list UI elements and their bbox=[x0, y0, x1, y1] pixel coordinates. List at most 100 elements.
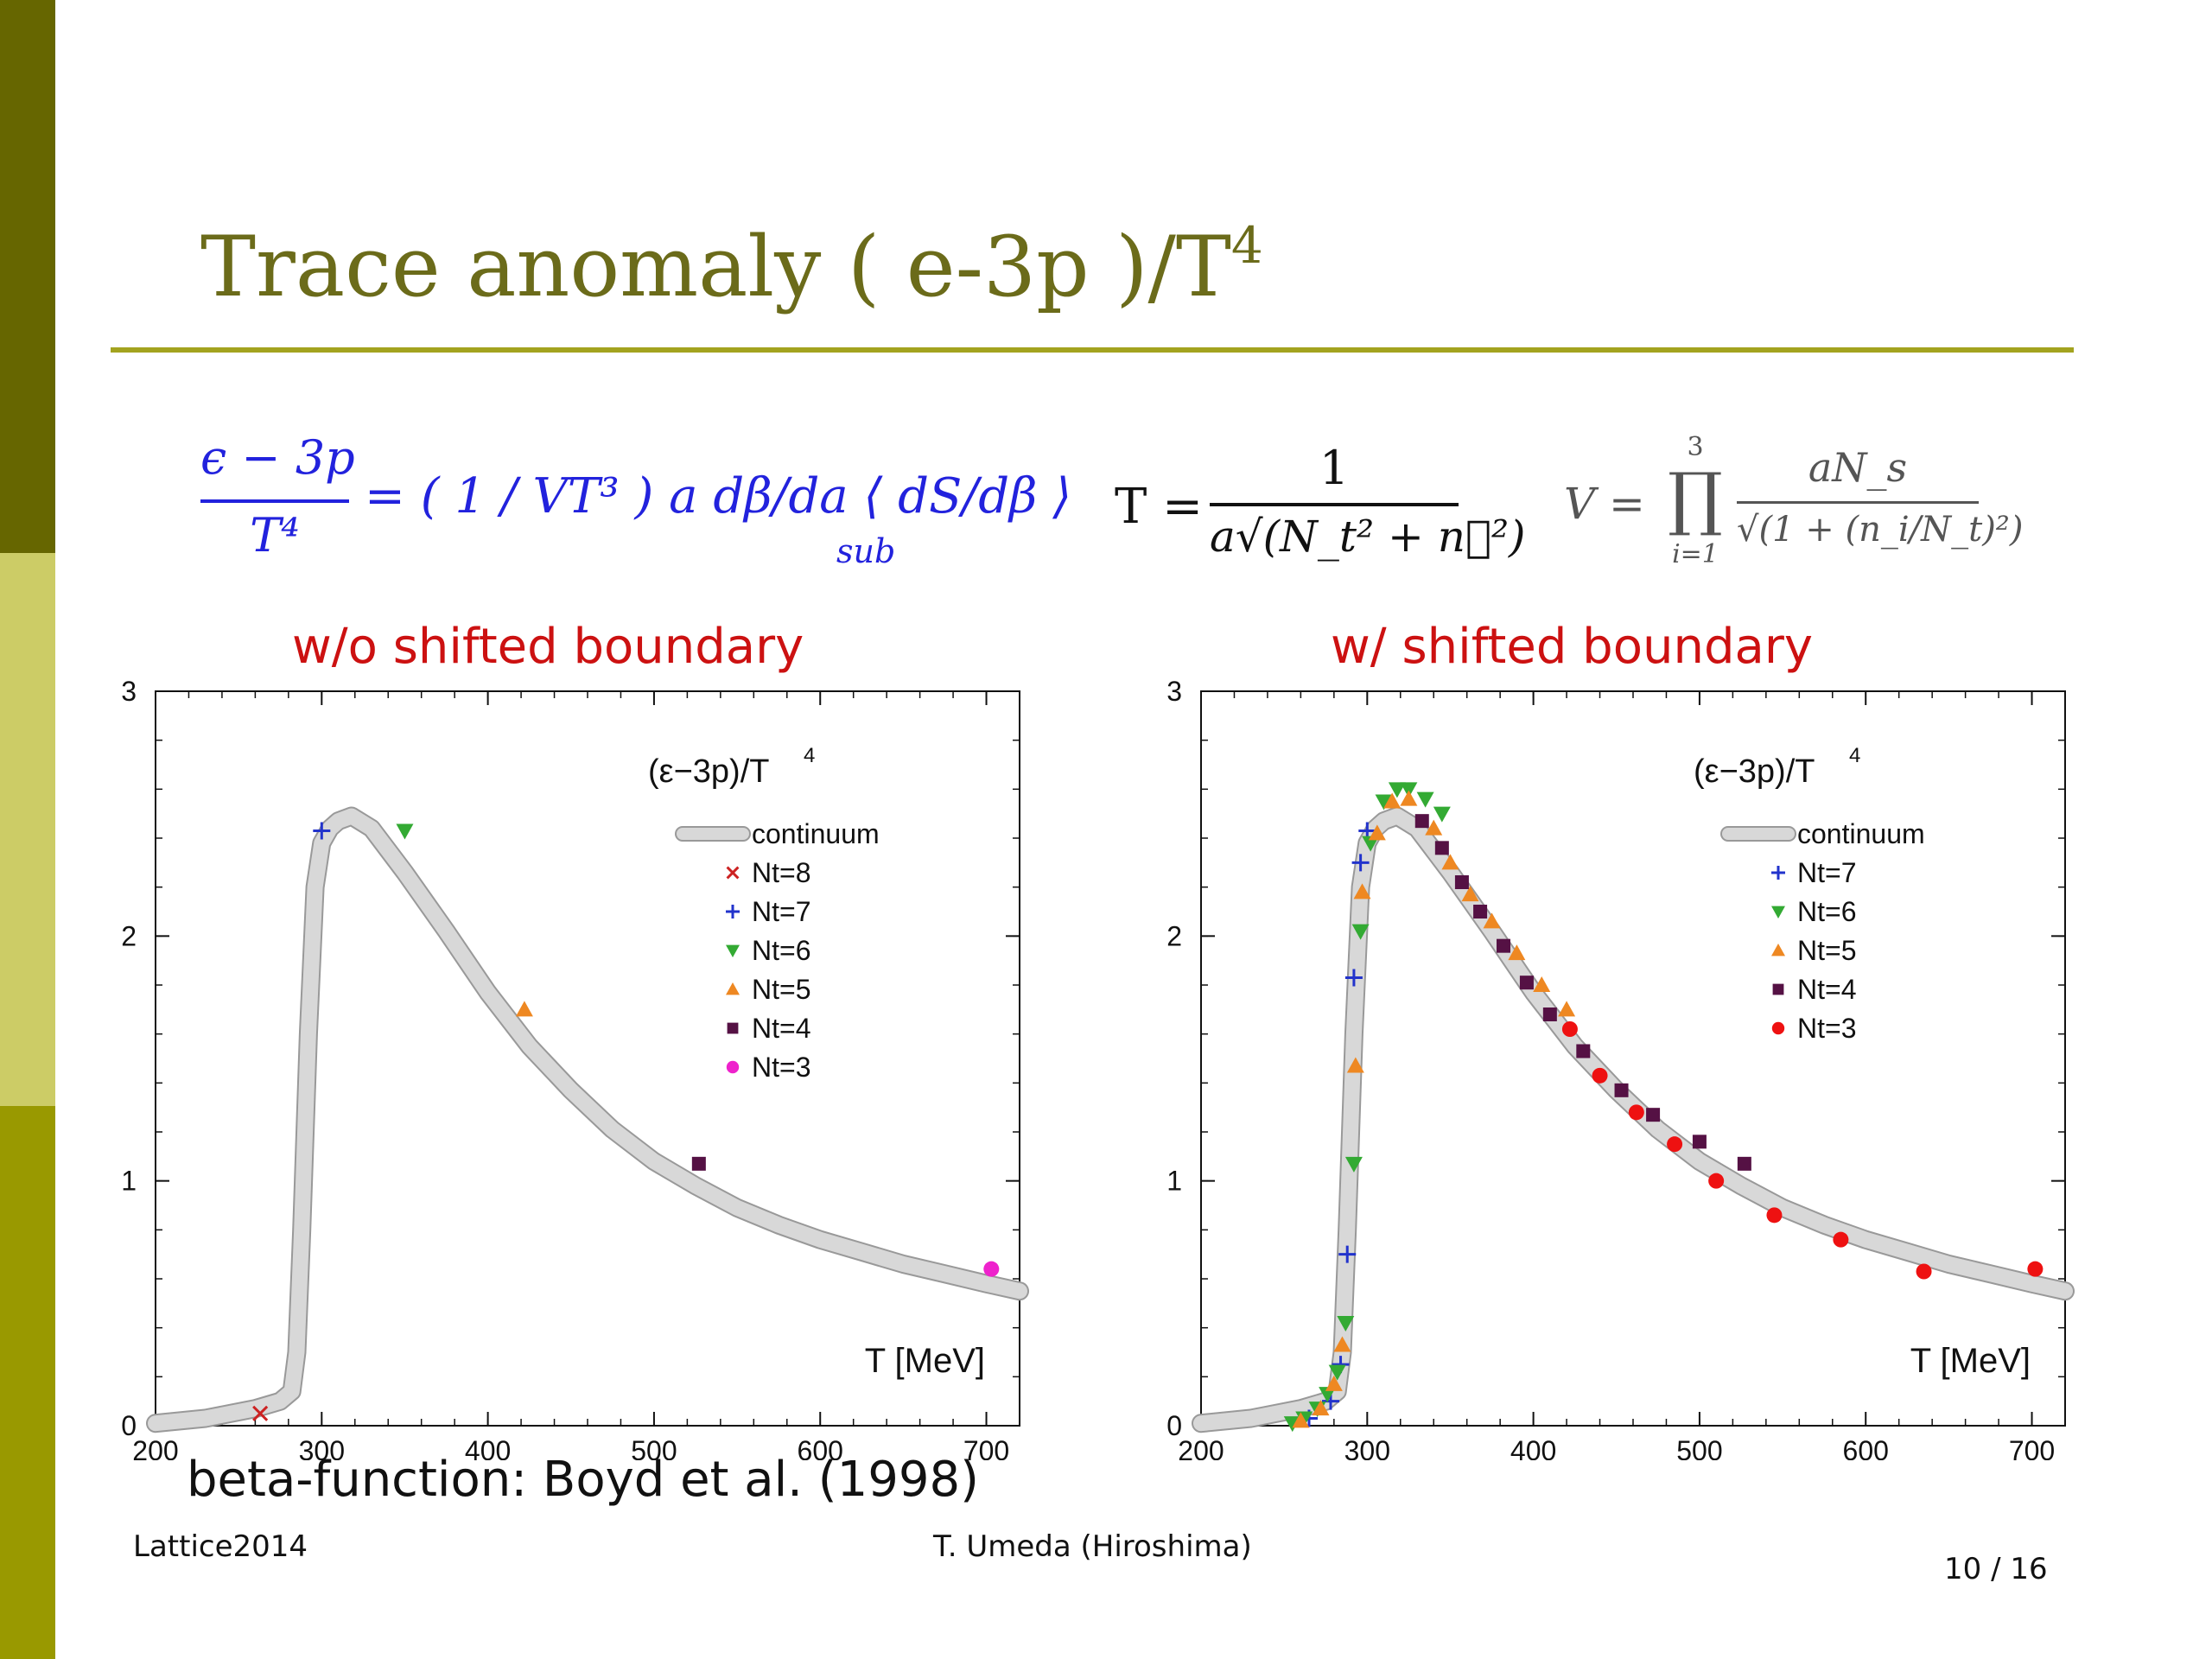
legend-marker-nt4 bbox=[1772, 983, 1784, 995]
data-point-nt6 bbox=[1337, 1316, 1355, 1332]
data-point-nt5 bbox=[1312, 1400, 1330, 1416]
inner-label-sup: 4 bbox=[804, 744, 815, 767]
data-point-nt4 bbox=[1473, 905, 1488, 918]
legend-label-nt4: Nt=4 bbox=[1797, 974, 1856, 1005]
legend-label-nt3: Nt=3 bbox=[1797, 1013, 1856, 1044]
formula1-fraction-bar bbox=[200, 499, 349, 503]
data-point-nt4 bbox=[1737, 1156, 1751, 1171]
data-point-nt5 bbox=[1461, 886, 1479, 902]
legend-marker-nt6 bbox=[1771, 906, 1785, 918]
legend-label-nt6: Nt=6 bbox=[1797, 896, 1856, 927]
formula3-lower-limit: i=1 bbox=[1672, 539, 1719, 569]
x-tick-label: 700 bbox=[963, 1435, 1009, 1460]
plot-frame bbox=[155, 690, 1020, 1427]
legend-label-nt4: Nt=4 bbox=[752, 1013, 810, 1044]
inner-label: (ε−3p)/T bbox=[1694, 753, 1815, 790]
footer-author: T. Umeda (Hiroshima) bbox=[933, 1529, 1252, 1564]
data-point-nt4 bbox=[1542, 1007, 1557, 1021]
data-point-nt4 bbox=[1576, 1044, 1591, 1058]
legend-marker-nt6 bbox=[726, 944, 740, 957]
legend-label-nt8: Nt=8 bbox=[752, 857, 810, 888]
formula3-numerator: aN_s bbox=[1808, 444, 1908, 491]
data-point-nt4 bbox=[1692, 1135, 1707, 1149]
data-point-nt4 bbox=[1646, 1108, 1661, 1122]
data-point-nt3 bbox=[1592, 1067, 1608, 1084]
y-tick-label: 3 bbox=[121, 676, 137, 707]
legend-marker-nt7 bbox=[726, 905, 740, 918]
data-point-nt7 bbox=[1338, 1245, 1357, 1263]
data-point-nt4 bbox=[1434, 841, 1449, 855]
x-tick-label: 200 bbox=[1178, 1435, 1224, 1460]
y-tick-label: 0 bbox=[1166, 1410, 1182, 1441]
formula1-numerator: ϵ − 3p bbox=[200, 430, 355, 485]
legend-label-nt7: Nt=7 bbox=[1797, 857, 1856, 888]
page-number: 10 / 16 bbox=[1944, 1552, 2048, 1586]
data-point-nt6 bbox=[396, 823, 414, 840]
legend-label-nt6: Nt=6 bbox=[752, 935, 810, 966]
data-point-nt6 bbox=[1433, 806, 1451, 823]
data-point-nt5 bbox=[1292, 1412, 1310, 1428]
formula2-fraction-bar bbox=[1210, 503, 1459, 506]
x-tick-label: 600 bbox=[798, 1435, 843, 1460]
data-point-nt3 bbox=[1667, 1136, 1683, 1153]
data-point-nt3 bbox=[1833, 1231, 1849, 1248]
x-tick-label: 400 bbox=[465, 1435, 511, 1460]
data-point-nt3 bbox=[1628, 1104, 1644, 1121]
continuum-band bbox=[148, 808, 1027, 1432]
data-point-nt3 bbox=[1708, 1173, 1725, 1189]
data-point-nt4 bbox=[1519, 976, 1534, 990]
x-tick-label: 300 bbox=[1344, 1435, 1390, 1460]
x-tick-label: 500 bbox=[631, 1435, 677, 1460]
y-tick-label: 2 bbox=[1166, 920, 1182, 951]
data-point-nt5 bbox=[1325, 1375, 1343, 1391]
legend-label-nt5: Nt=5 bbox=[1797, 935, 1856, 966]
data-point-nt5 bbox=[1400, 790, 1418, 806]
sidebar-stripe-top bbox=[0, 0, 55, 553]
data-point-nt5 bbox=[515, 1001, 533, 1017]
data-point-nt5 bbox=[1333, 1336, 1351, 1352]
formula3-denominator: √(1 + (n_i/N_t)²) bbox=[1737, 510, 2024, 550]
legend-marker-nt3 bbox=[726, 1060, 740, 1074]
slide-title-sup: 4 bbox=[1230, 216, 1263, 275]
data-point-nt3 bbox=[1916, 1263, 1932, 1280]
data-point-nt6 bbox=[1416, 791, 1434, 808]
x-axis-label: T [MeV] bbox=[1910, 1342, 2031, 1380]
data-point-nt6 bbox=[1375, 794, 1393, 810]
sidebar-stripe-middle bbox=[0, 553, 55, 1106]
data-point-nt6 bbox=[1351, 924, 1370, 940]
x-axis-label: T [MeV] bbox=[865, 1342, 985, 1380]
data-point-nt4 bbox=[691, 1156, 706, 1171]
data-point-nt6 bbox=[1388, 782, 1406, 798]
data-point-nt6 bbox=[1328, 1364, 1346, 1381]
y-tick-label: 3 bbox=[1166, 676, 1182, 707]
data-point-nt3 bbox=[983, 1261, 1000, 1277]
formula1-denominator: T⁴ bbox=[250, 508, 300, 563]
data-point-nt7 bbox=[1351, 854, 1370, 872]
footer-conference: Lattice2014 bbox=[133, 1529, 308, 1564]
sidebar-stripe-bottom bbox=[0, 1106, 55, 1659]
data-point-nt3 bbox=[1561, 1021, 1578, 1037]
title-divider bbox=[111, 347, 2074, 353]
legend-marker-nt3 bbox=[1771, 1021, 1785, 1035]
data-point-nt4 bbox=[1497, 938, 1510, 953]
data-point-nt3 bbox=[1766, 1207, 1783, 1224]
data-point-nt5 bbox=[1441, 854, 1459, 870]
formula3-lhs: V = bbox=[1564, 479, 1645, 529]
data-point-nt5 bbox=[1368, 824, 1386, 841]
legend-marker-nt7 bbox=[1771, 866, 1785, 880]
data-point-nt7 bbox=[1344, 969, 1363, 987]
data-point-nt4 bbox=[1454, 875, 1469, 889]
x-tick-label: 300 bbox=[299, 1435, 345, 1460]
legend-label-nt7: Nt=7 bbox=[752, 896, 810, 927]
data-point-nt5 bbox=[1425, 819, 1443, 836]
formula3-fraction-bar bbox=[1737, 501, 1979, 504]
chart-right-title: w/ shifted boundary bbox=[1331, 619, 1814, 675]
chart-left: 200 300 400 500 600 700 0 1 2 3 (ε−3p)/T 4 continuum… bbox=[121, 676, 1029, 1460]
plot-frame bbox=[1200, 690, 2066, 1427]
data-point-nt4 bbox=[1414, 814, 1429, 829]
data-point-nt4 bbox=[1614, 1083, 1629, 1097]
y-tick-label: 1 bbox=[121, 1166, 137, 1197]
formula2-lhs: T = bbox=[1115, 479, 1204, 535]
formula3-upper-limit: 3 bbox=[1687, 432, 1704, 462]
slide-title-text: Trace anomaly ( e-3p )/T bbox=[200, 219, 1231, 315]
